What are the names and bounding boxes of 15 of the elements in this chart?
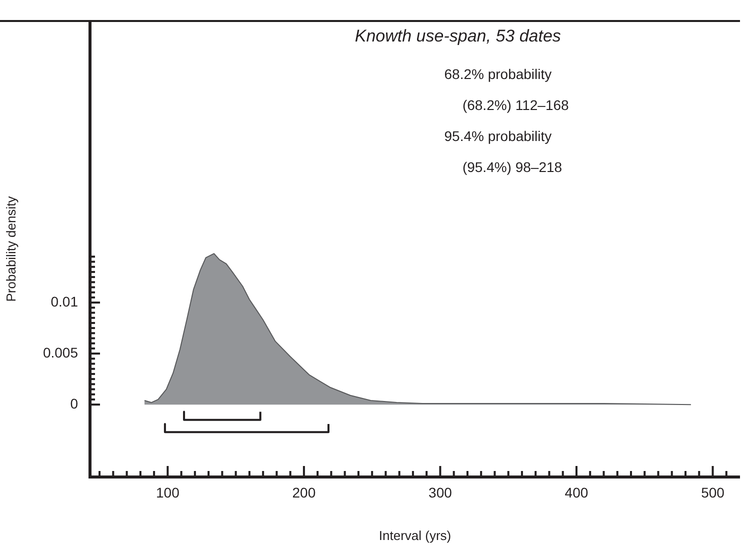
x-tick-label: 300	[428, 484, 452, 500]
y-tick-label: 0.005	[42, 344, 78, 360]
y-tick-label: 0	[70, 395, 78, 412]
x-tick-label: 400	[564, 484, 588, 500]
annotation: 68.2% probability	[444, 66, 552, 82]
x-tick-label: 500	[701, 484, 725, 500]
annotation: 95.4% probability	[444, 128, 552, 144]
chart-title: Knowth use-span, 53 dates	[354, 26, 562, 46]
y-axis-title: Probability density	[3, 196, 18, 302]
x-axis-title: Interval (yrs)	[378, 528, 452, 543]
annotation: (68.2%) 112–168	[462, 96, 570, 113]
y-tick-label: 0.01	[50, 293, 78, 310]
annotation: (95.4%) 98–218	[462, 158, 562, 175]
x-tick-label: 100	[156, 484, 180, 500]
x-tick-label: 200	[292, 484, 316, 500]
